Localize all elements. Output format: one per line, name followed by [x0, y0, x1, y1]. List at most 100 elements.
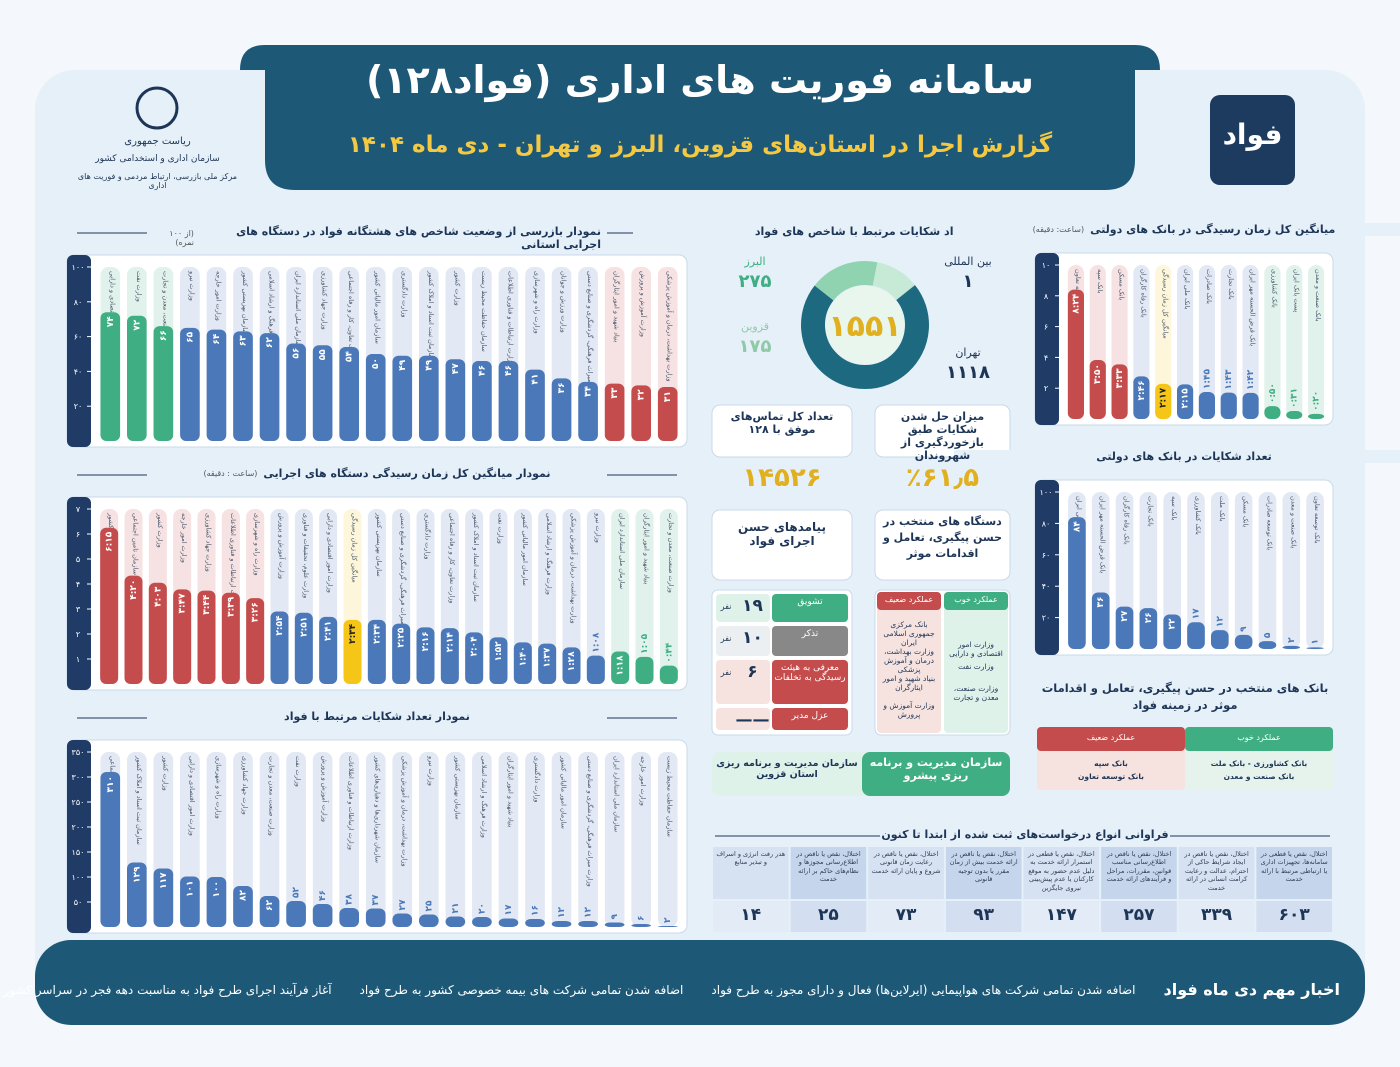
bar: [286, 901, 306, 927]
bar-track: [259, 752, 280, 927]
bar-track: [657, 752, 678, 927]
y-tick-label: ۵۰: [74, 898, 83, 907]
value-label: ۱۲: [584, 907, 594, 918]
value-label: ۶۲: [265, 900, 275, 911]
value-label: ۱: [1311, 639, 1321, 645]
y-tick-label: ۸۰: [74, 298, 83, 307]
request-count: ۶۰۳: [1278, 905, 1310, 925]
bar: [233, 886, 253, 927]
category-label: سازمان ثبت اسناد و املاک کشور: [427, 270, 435, 360]
value-label: ۲:۵۴: [275, 615, 285, 636]
value-label: ۱:۰۵: [640, 633, 650, 654]
bar: [343, 619, 362, 684]
value-label: ۶۲: [265, 337, 275, 348]
request-count-cell: [1178, 901, 1255, 932]
value-label: ۰:۳۱: [1290, 388, 1300, 408]
bar: [392, 913, 413, 927]
value-label: ۱:۵۲: [494, 641, 504, 662]
value-label: ۴:۲۰: [129, 580, 139, 600]
bar: [498, 360, 519, 441]
category-label: سازمان ملی استاندارد ایران: [618, 513, 626, 589]
bar-track: [418, 752, 439, 927]
bar: [1264, 406, 1281, 419]
bar: [525, 369, 545, 441]
y-tick-label: ۱۰۰: [72, 873, 85, 882]
category-label: بانک صنعت و معدن: [1314, 269, 1322, 322]
y-tick-label: ۷: [76, 505, 81, 514]
bar: [1068, 517, 1086, 649]
value-label: ۱۷: [1192, 608, 1202, 619]
category-label: بنیاد شهید و امور ایثارگران: [506, 756, 514, 828]
bar: [1286, 411, 1303, 419]
value-label: ۳۴: [584, 385, 594, 396]
bar: [100, 772, 121, 927]
bar: [631, 385, 652, 441]
y-tick-label: ۱۰۰: [72, 263, 85, 272]
y-tick-label: ۱۰: [1042, 261, 1051, 270]
value-label: ۳۸: [345, 894, 355, 905]
value-label: ۸۲: [239, 890, 249, 901]
category-label: بانک ملی ایران: [1183, 269, 1191, 310]
category-label: وزارت ارتباطات و فناوری اطلاعات: [229, 513, 237, 607]
chart-subtitle: (ساعت: دقیقه): [1032, 225, 1085, 234]
bar-track: [611, 509, 630, 684]
category-label: وزارت تعاون، کار و رفاه اجتماعی: [448, 513, 456, 603]
bar-track: [578, 752, 598, 927]
value-label: ۳۶: [1096, 596, 1106, 607]
value-label: ۳:۵۰: [1093, 364, 1103, 384]
y-tick-label: ۲۰: [1042, 614, 1051, 623]
chart-subtitle: (ساعت : دقیقه): [203, 469, 258, 478]
bar: [472, 360, 492, 441]
bar-track: [1187, 492, 1205, 649]
bar: [339, 908, 360, 927]
category-label: وزارت فرهنگ و ارشاد اسلامی: [545, 513, 553, 595]
weak-bank: بانک سپه: [1094, 759, 1128, 768]
category-label: وزارت بهداشت، درمان و آموزش پزشکی: [570, 513, 579, 624]
bar: [657, 926, 678, 927]
bar: [1187, 622, 1205, 649]
request-count-cell: [790, 901, 867, 932]
bar-track: [286, 752, 306, 927]
category-label: وزارت صنعت، معدن و تجارت: [268, 756, 276, 836]
value-label: ۲:۰۴: [470, 636, 480, 657]
value-label: ۳۳: [610, 387, 620, 398]
category-label: وزارت ورزش و جوانان: [560, 271, 568, 333]
bar: [445, 916, 466, 927]
outcome-count-cell: [716, 626, 770, 656]
bar: [1177, 384, 1194, 419]
leader-cell: [862, 752, 1010, 796]
news-item: اضافه شدن تمامی شرکت های بیمه خصوصی کشور…: [359, 982, 684, 997]
value-label: ۴۶: [318, 890, 328, 901]
outcome-label: معرفی به هیئت رسیدگی به تخلفات: [774, 663, 846, 683]
good-bank: بانک صنعت و معدن: [1223, 772, 1295, 781]
y-tick-label: ۶۰: [74, 333, 83, 342]
request-text: اختلال، نقص یا ناقص در رعایت زمان قانونی…: [871, 850, 941, 875]
leader-province: سازمان مدیریت و برنامه ریزی پیشرو: [869, 756, 1003, 782]
category-label: وزارت بهداشت، درمان و آموزش پزشکی: [666, 271, 675, 382]
outcome-label: عزل مدیر: [791, 711, 829, 721]
category-label: وزارت آموزش و پرورش: [321, 756, 330, 822]
chart-title-text: تعداد شکایات مرتبط با شاخص های فواد: [754, 225, 971, 238]
chart-title-text: نمودار تعداد شکایات مرتبط با فواد: [284, 710, 470, 723]
request-header-cell: [945, 847, 1022, 899]
value-label: ۱:۴۳: [1224, 369, 1234, 390]
value-label: ۱:۱۸: [616, 655, 626, 676]
request-text: اختلال، نقص یا ناقص در ایجاد شرایط حاکی …: [1184, 850, 1249, 892]
bar: [124, 575, 143, 684]
bar-track: [365, 752, 386, 927]
y-tick-label: ۳: [76, 605, 81, 614]
bar: [367, 619, 386, 684]
value-label: ۱:۳۷: [543, 647, 553, 668]
category-label: وزارت امور اقتصادی و دارایی: [326, 513, 334, 593]
category-label: وزارت دادگستری: [533, 756, 541, 803]
value-label: ۱۱۷: [159, 872, 169, 889]
good-column: [944, 592, 1008, 733]
value-label: ۱:۴۰: [518, 646, 528, 666]
bar: [339, 347, 360, 441]
category-label: وزارت میراث فرهنگی، گردشگری و صنایع دستی: [586, 756, 594, 887]
category-label: بانک قرض الحسنه مهر ایران: [1099, 496, 1107, 573]
category-label: وزارت امور اقتصادی و دارایی: [108, 271, 116, 351]
category-label: وزارت صنعت، معدن و تجارت: [667, 513, 675, 593]
chart-title-text: تعداد شکایات در بانک های دولتی: [1096, 450, 1272, 463]
news-band: [35, 940, 1365, 1025]
